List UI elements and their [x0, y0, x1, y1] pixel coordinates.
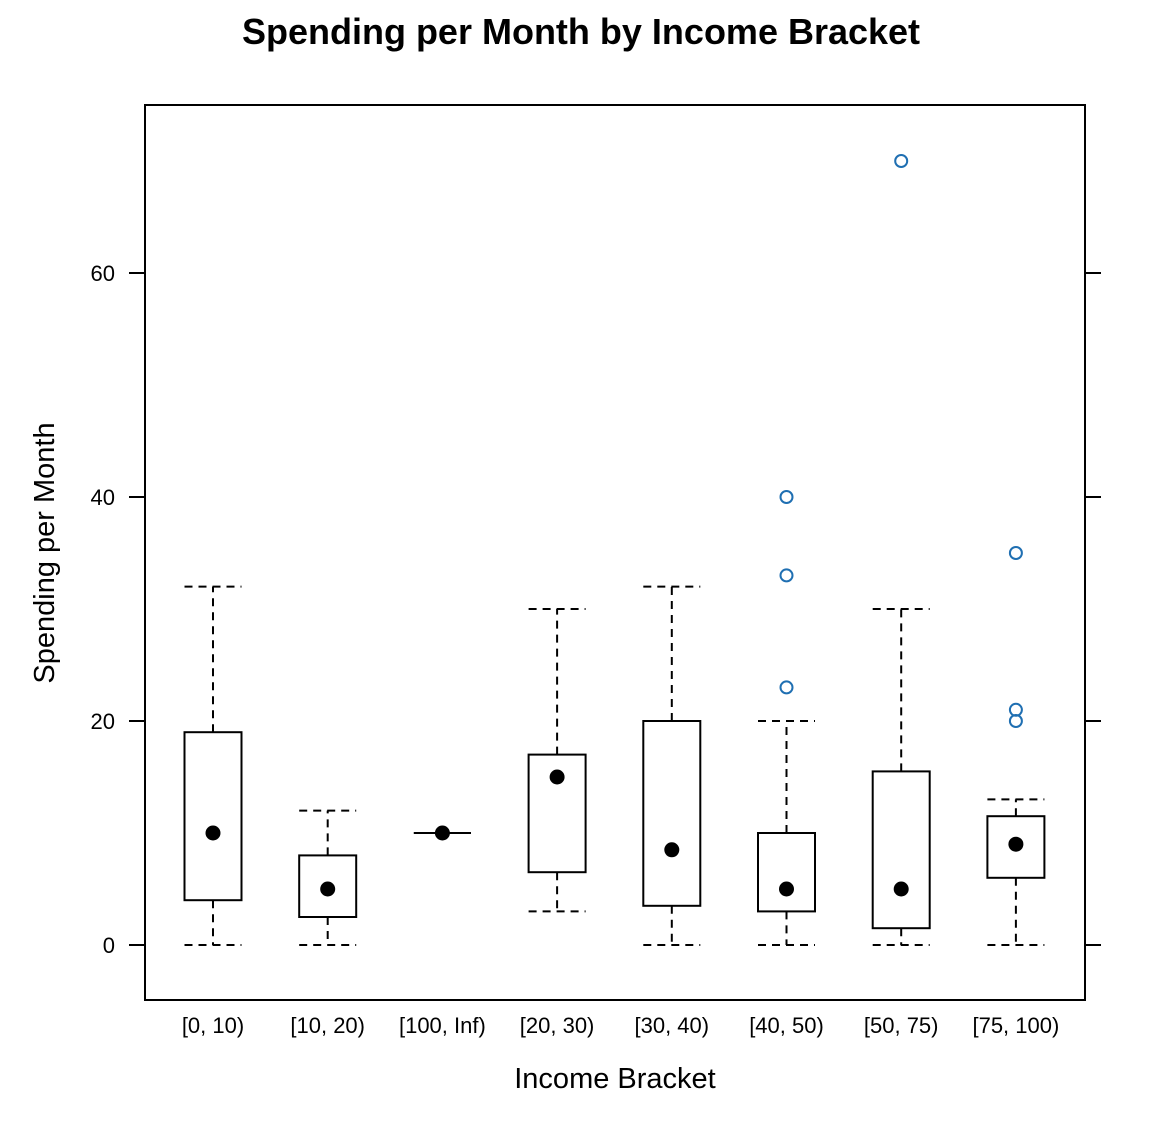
- x-tick-label: [20, 30): [520, 1013, 595, 1038]
- y-axis-title: Spending per Month: [29, 422, 61, 683]
- outlier-point: [779, 490, 794, 504]
- y-tick-label: 60: [91, 261, 115, 286]
- x-tick-label: [100, Inf): [399, 1013, 486, 1038]
- box-iqr: [757, 832, 816, 913]
- median-point: [1008, 836, 1024, 852]
- y-axis: 0 20 40 60: [91, 261, 1101, 958]
- y-tick-label: 20: [91, 709, 115, 734]
- x-tick-label: [10, 20): [290, 1013, 365, 1038]
- x-tick-label: [0, 10): [182, 1013, 244, 1038]
- box-iqr: [871, 770, 931, 930]
- box-group: [757, 490, 816, 946]
- plot-frame: [144, 104, 1086, 1001]
- x-tick-label: [30, 40): [634, 1013, 709, 1038]
- box-iqr: [642, 720, 702, 907]
- outlier-point: [779, 568, 794, 583]
- y-tick-label: 40: [91, 485, 115, 510]
- median-point: [779, 881, 794, 897]
- x-axis-title: Income Bracket: [514, 1063, 715, 1095]
- median-point: [205, 825, 221, 841]
- median-point: [664, 842, 680, 858]
- outlier-point: [894, 154, 909, 168]
- median-point: [320, 881, 336, 897]
- box-series: [183, 154, 1046, 946]
- chart-title: Spending per Month by Income Bracket: [242, 11, 920, 52]
- box-group: [413, 825, 471, 841]
- box-group: [642, 585, 702, 946]
- outlier-point: [779, 680, 794, 695]
- x-tick-label: [50, 75): [864, 1013, 939, 1038]
- median-point: [549, 769, 565, 785]
- median-point: [434, 825, 450, 841]
- box-group: [298, 809, 358, 946]
- box-group: [986, 546, 1046, 946]
- box-iqr: [527, 753, 587, 874]
- box-iqr: [298, 854, 358, 919]
- x-tick-label: [40, 50): [749, 1013, 824, 1038]
- median-point: [893, 881, 909, 897]
- box-group: [183, 585, 243, 946]
- box-iqr: [986, 815, 1046, 879]
- box-iqr: [183, 731, 243, 902]
- outlier-point: [1008, 546, 1023, 560]
- x-tick-label: [75, 100): [972, 1013, 1059, 1038]
- y-tick-label: 0: [103, 933, 115, 958]
- box-group: [871, 154, 931, 946]
- outlier-point: [1008, 702, 1023, 717]
- x-axis: [0, 10) [10, 20) [100, Inf) [20, 30) [30, 40…: [182, 1013, 1060, 1038]
- box-group: [527, 608, 587, 913]
